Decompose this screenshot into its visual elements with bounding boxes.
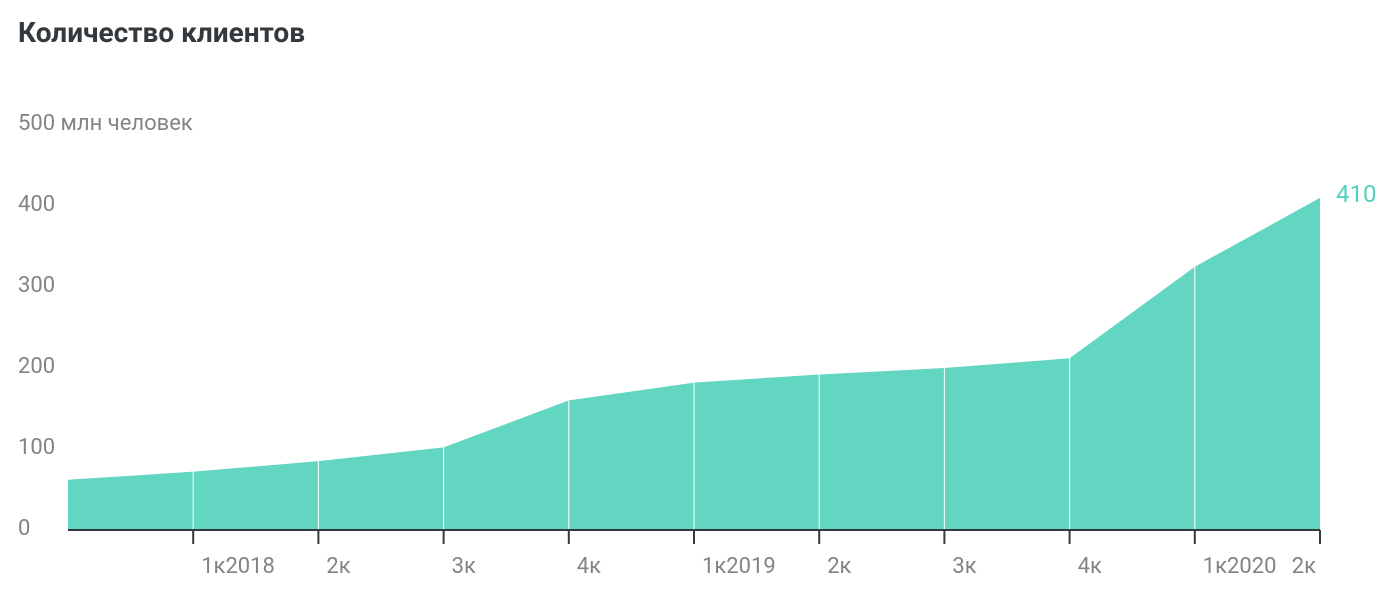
chart-container: Количество клиентов 410 0100200300400500… — [0, 0, 1400, 592]
x-axis-label: 1к2018 — [201, 554, 275, 579]
area-chart — [0, 0, 1400, 592]
x-axis-label: 1к2019 — [702, 554, 776, 579]
x-axis-label: 1к2020 — [1203, 554, 1277, 579]
x-axis-label: 2к — [1292, 554, 1316, 579]
y-axis-label: 300 — [18, 273, 55, 298]
x-axis-label: 3к — [952, 554, 976, 579]
x-axis-label: 2к — [326, 554, 350, 579]
y-axis-label: 500 млн человек — [18, 111, 193, 136]
x-axis-label: 2к — [827, 554, 851, 579]
x-axis-label: 4к — [577, 554, 601, 579]
y-axis-label: 0 — [18, 516, 30, 541]
y-axis-label: 400 — [18, 192, 55, 217]
series-end-label: 410 — [1336, 180, 1376, 208]
y-axis-label: 100 — [18, 435, 55, 460]
y-axis-label: 200 — [18, 354, 55, 379]
x-axis-label: 3к — [452, 554, 476, 579]
x-axis-label: 4к — [1078, 554, 1102, 579]
